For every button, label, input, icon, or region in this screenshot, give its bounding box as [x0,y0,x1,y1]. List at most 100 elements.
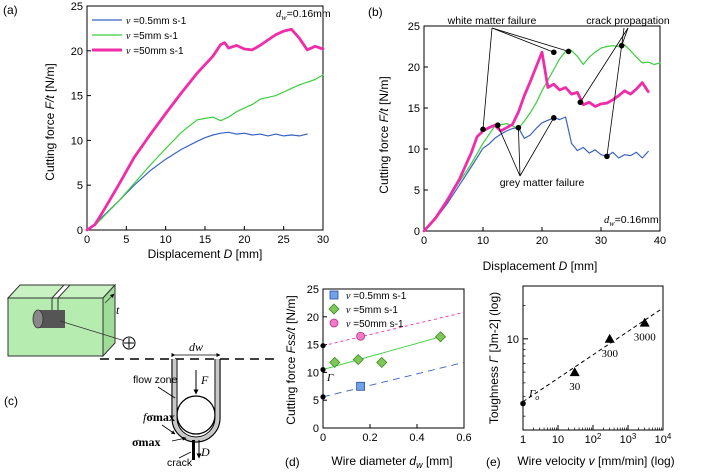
a-ytick-label: 5 [77,180,83,192]
data-point-diamond [329,356,341,368]
panel-a-xlabel: Displacement D [mm] [148,247,263,261]
cp-leader [606,27,625,157]
legend-marker-diamond [328,303,340,315]
tissue-block: t [6,283,120,358]
panel-c-label: (c) [4,394,18,408]
a-xtick-label: 5 [123,234,129,246]
gmf-leader [497,125,521,177]
a-xtick-label: 15 [199,234,211,246]
panel-b-axes [423,25,661,232]
intercept-point [320,394,326,400]
panel-b-annotation-lines [482,27,629,177]
wire-cross-section [176,395,216,435]
panel-a-label: (a) [3,3,18,17]
panel-a-line-green [86,74,324,231]
b-xtick-label: 30 [595,235,607,247]
flow-zone-channel [171,359,221,443]
panel-b-line-blue [423,116,649,232]
fit-line-diamond [322,336,441,371]
cp-leader [621,27,629,46]
max-stress-label: σmax [132,435,161,449]
event-point [565,48,572,55]
panel-e-xlabel: Wire velocity v [mm/min] (log) [517,454,674,468]
d-xtick-label: 0.4 [409,432,424,444]
data-point-diamond [434,331,447,343]
toughness-point [639,317,650,327]
label-white-matter-failure: white matter failure [447,15,537,27]
legend-marker-circle [329,318,339,328]
dw-label: dw [189,340,203,354]
thickness-label: t [116,303,120,317]
panel-d-ylabel: Cutting force Fss/t [N/m] [284,295,298,424]
panel-b-ylabel: Cutting force F/t [N/m] [377,76,391,193]
panel-a-ylabel: Cutting force F/t [N/m] [43,63,57,180]
cp-leader [580,27,629,103]
intercept-point [320,343,326,349]
toughness-point-label: 30 [569,381,581,393]
legend-label-magenta: v =50mm s-1 [126,46,184,57]
panel-e-axes [522,285,664,431]
legend-label-blue: v =0.5mm s-1 [126,16,187,27]
b-xtick-label: 0 [421,235,427,247]
panel-a-dw-annotation: dw=0.16mm [276,8,331,22]
e-ytick-label: 10 [507,334,519,346]
panel-a-ticks: 0 5 10 15 20 25 30 0 5 10 15 20 25 [71,1,329,246]
panel-d-ticks: 0 0.2 0.4 0.6 0 5 10 15 20 25 [307,284,472,444]
panel-b-event-points [480,42,625,160]
d-ytick-label: 15 [307,340,319,352]
panel-b-line-green [423,44,661,232]
b-xtick-label: 40 [654,235,666,247]
panel-b-dw-annotation: dw=0.16mm [604,214,659,228]
wmf-leader [491,27,554,53]
zoom-leader-line [59,320,126,342]
legend-marker-square [329,290,339,300]
intercept-point [320,367,326,373]
wire-cylinder [32,309,65,329]
e-xtick-label: 102 [585,432,602,446]
panel-d-gamma: Γ [326,372,334,384]
gmf-leader [518,127,521,177]
b-ytick-label: 20 [408,62,420,74]
panel-e: (e) 30 300 3000 1 10 102 103 104 10 Γo Wire vel… [486,285,675,469]
gmf-leader [519,117,555,177]
data-point-circle [356,331,366,341]
event-point [494,122,501,129]
a-xtick-label: 0 [84,234,90,246]
label-grey-matter-failure: grey matter failure [500,177,585,189]
panel-b-label: (b) [368,5,383,19]
d-xtick-label: 0.6 [456,432,471,444]
crack-mark [192,440,195,460]
e-xtick-label: 103 [620,432,637,446]
force-label: F [200,373,209,387]
legend-label-square: v =0.5mm s-1 [346,291,407,302]
flow-zone-label: flow zone [133,374,178,386]
toughness-point-label: 3000 [634,332,657,344]
d-frame [322,288,465,429]
event-point [577,99,584,106]
event-point [604,153,610,160]
event-point [515,124,522,131]
a-xtick-label: 20 [238,234,250,246]
b-ytick-label: 25 [408,21,420,33]
a-xtick-label: 30 [317,234,329,246]
displacement-d-label: D [200,445,210,459]
fit-line-circle [322,311,465,347]
d-ytick-label: 25 [307,284,319,296]
legend-label-diamond: v =5mm s-1 [346,305,398,316]
d-ytick-label: 0 [313,423,319,435]
panel-b: (b) 0 10 20 30 40 0 5 10 15 20 25 white matter fai… [368,5,670,273]
panel-e-fit-line [522,307,664,403]
b-xtick-label: 10 [477,235,489,247]
panel-d-points [320,331,447,400]
toughness-point-label: 300 [601,348,618,360]
panel-a-line-blue [86,131,308,231]
panel-d-xlabel: Wire diameter dw [mm] [331,454,452,470]
event-point [618,42,625,49]
e-fit-line [522,307,664,403]
a-ytick-label: 10 [71,135,83,147]
b-ytick-label: 10 [408,144,420,156]
panel-e-gamma0: Γo [528,388,539,402]
panel-a-axes [86,5,324,231]
